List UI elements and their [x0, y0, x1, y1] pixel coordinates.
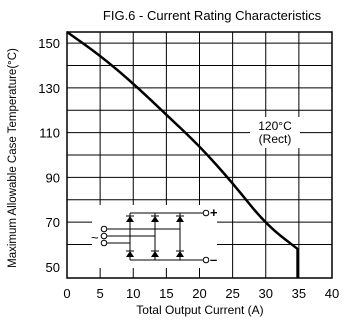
y-tick-label: 90 [46, 170, 60, 185]
y-tick-label: 130 [38, 81, 60, 96]
y-tick-label: 50 [46, 260, 60, 275]
x-tick-labels: 0 5 10 15 20 25 30 35 40 [63, 286, 339, 301]
x-tick-label: 15 [159, 286, 173, 301]
annotation-label-1: 120°C [258, 119, 292, 133]
minus-sign: – [210, 252, 217, 267]
y-tick-label: 150 [38, 36, 60, 51]
diode-symbol [126, 251, 134, 257]
y-axis-label: Maximum Allowable Case Temperature(°C) [7, 48, 19, 268]
annotation-rect: (Rect) [259, 132, 292, 146]
diode-symbol [151, 216, 159, 222]
diode-symbol [176, 251, 184, 257]
ac-tilde: ~ [91, 230, 99, 245]
plus-sign: + [210, 205, 218, 220]
x-tick-label: 10 [126, 286, 140, 301]
x-tick-label: 5 [97, 286, 104, 301]
diode-symbol [176, 216, 184, 222]
x-tick-label: 30 [259, 286, 273, 301]
diode-symbol [151, 251, 159, 257]
x-tick-label: 25 [225, 286, 239, 301]
chart-title: FIG.6 - Current Rating Characteristics [103, 8, 322, 23]
x-axis-label: Total Output Current (A) [136, 303, 263, 317]
annotation-temp: 120°C [258, 119, 292, 133]
rating-curve [66, 30, 299, 278]
terminal [100, 239, 108, 247]
terminal-plus [202, 209, 210, 217]
y-tick-labels: 50 70 90 110 130 150 [38, 36, 60, 275]
diode-symbol [126, 216, 134, 222]
terminal [100, 225, 108, 233]
x-tick-label: 20 [192, 286, 206, 301]
x-tick-label: 35 [292, 286, 306, 301]
x-tick-label: 40 [325, 286, 339, 301]
annotation-box [250, 117, 300, 148]
plot-frame [66, 31, 333, 279]
terminal-minus [202, 256, 210, 264]
terminal [100, 232, 108, 240]
bridge-rectifier-schematic: ~ + – [91, 205, 218, 268]
x-tick-label: 0 [63, 286, 70, 301]
y-tick-label: 110 [39, 126, 60, 141]
y-tick-label: 70 [46, 215, 60, 230]
annotation-label-2: (Rect) [259, 132, 292, 146]
